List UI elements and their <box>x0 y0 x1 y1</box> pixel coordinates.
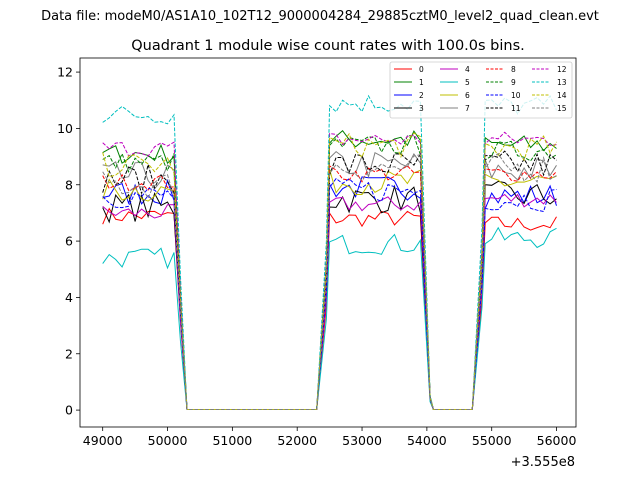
legend-label-0: 0 <box>419 65 424 74</box>
series-line-14 <box>102 132 557 410</box>
legend-box <box>389 61 573 119</box>
y-tick-label: 12 <box>57 65 73 80</box>
legend-label-15: 15 <box>557 104 567 113</box>
legend-label-11: 11 <box>511 104 521 113</box>
y-tick-label: 2 <box>65 346 73 361</box>
legend-label-1: 1 <box>419 78 424 87</box>
series-line-15 <box>102 152 557 410</box>
x-tick-label: 54000 <box>407 433 447 448</box>
axes: 49000 50000 51000 52000 53000 54000 55000 56000… <box>57 57 577 448</box>
x-tick-label: 56000 <box>537 433 577 448</box>
axes-frame <box>79 57 577 428</box>
y-tick-label: 10 <box>57 121 73 136</box>
legend-label-2: 2 <box>419 91 424 100</box>
x-tick-label: 52000 <box>277 433 317 448</box>
legend-label-12: 12 <box>557 65 567 74</box>
legend-label-14: 14 <box>557 91 567 100</box>
legend-label-5: 5 <box>465 78 470 87</box>
y-tick-label: 4 <box>65 290 73 305</box>
chart-title: Quadrant 1 module wise count rates with … <box>131 38 525 54</box>
y-tick-label: 8 <box>65 177 73 192</box>
x-tick-label: 55000 <box>472 433 512 448</box>
x-offset-label: +3.555e8 <box>511 455 575 470</box>
plot-area <box>102 94 557 410</box>
y-tick-label: 6 <box>65 234 73 249</box>
x-tick-label: 50000 <box>148 433 188 448</box>
series-line-5 <box>102 226 557 410</box>
legend-label-4: 4 <box>465 65 470 74</box>
x-tick-label: 49000 <box>83 433 123 448</box>
legend-label-3: 3 <box>419 104 424 113</box>
legend-label-9: 9 <box>511 78 516 87</box>
x-tick-label: 51000 <box>212 433 252 448</box>
suptitle: Data file: modeM0/AS1A10_102T12_90000042… <box>41 9 599 24</box>
series-line-0 <box>102 207 557 410</box>
x-tick-label: 53000 <box>342 433 382 448</box>
series-line-13 <box>102 94 557 410</box>
legend-label-10: 10 <box>511 91 521 100</box>
y-tick-label: 0 <box>65 403 73 418</box>
legend-label-8: 8 <box>511 65 516 74</box>
legend-label-7: 7 <box>465 104 470 113</box>
legend-label-13: 13 <box>557 78 567 87</box>
legend-label-6: 6 <box>465 91 470 100</box>
